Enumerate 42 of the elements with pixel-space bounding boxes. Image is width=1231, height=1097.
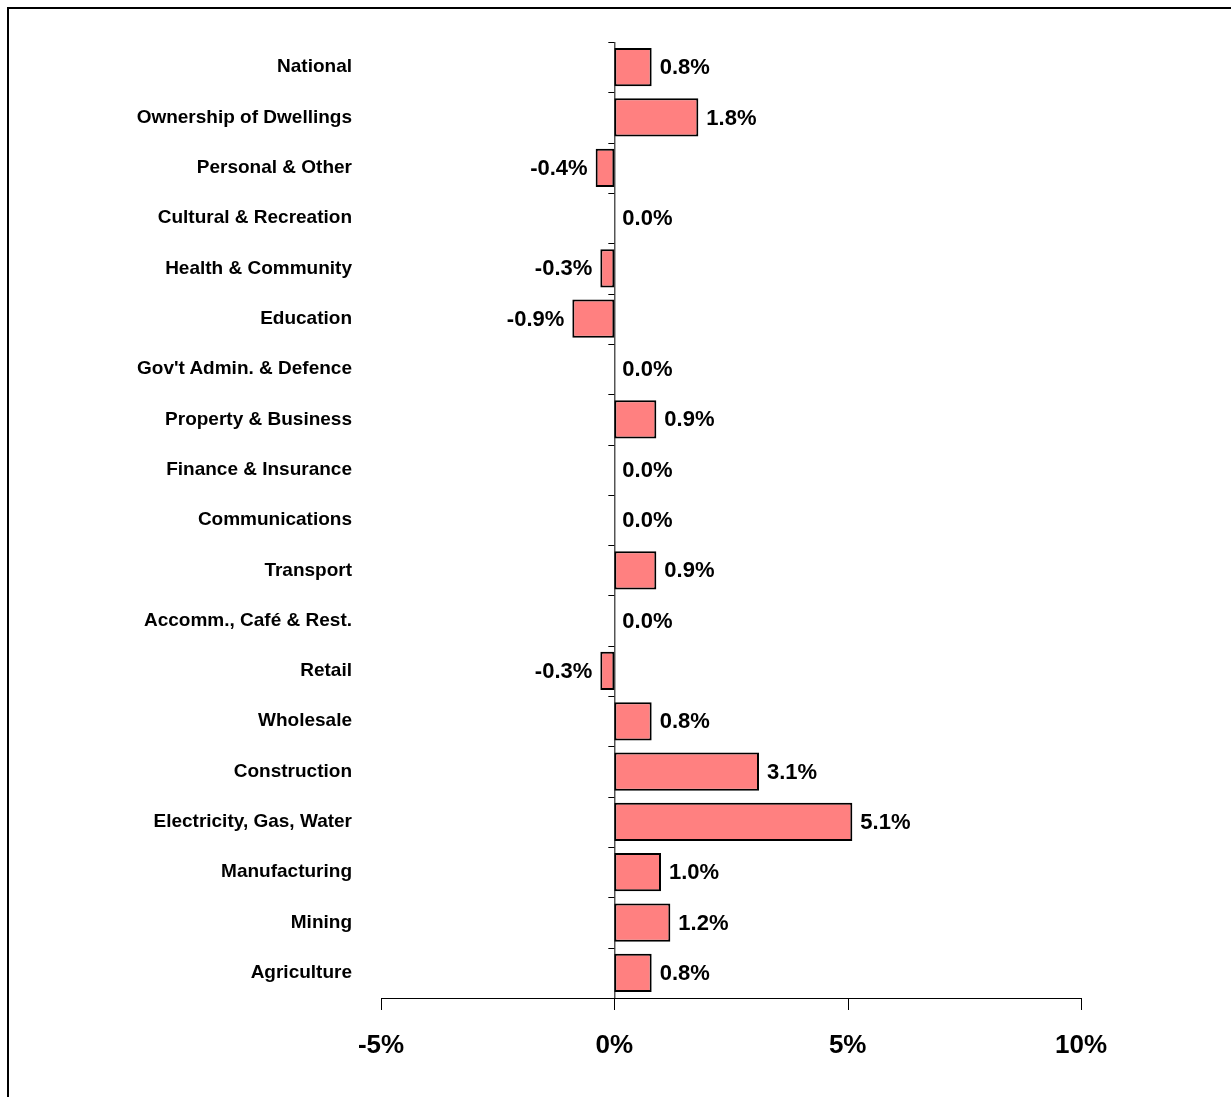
- x-tick-label: -5%: [357, 1028, 405, 1059]
- y-tick-label: Wholesale: [258, 709, 352, 731]
- data-label: 1.0%: [669, 859, 720, 885]
- y-tick-label: Electricity, Gas, Water: [153, 810, 353, 832]
- y-tick-label: Mining: [290, 910, 352, 932]
- data-label: -0.4%: [530, 154, 588, 180]
- data-label: 0.0%: [622, 607, 673, 633]
- x-tick-label: 5%: [828, 1028, 867, 1059]
- data-label: 0.0%: [622, 205, 673, 231]
- data-label: 0.0%: [622, 456, 673, 482]
- data-label: 3.1%: [767, 758, 818, 784]
- y-tick-label: Finance & Insurance: [166, 457, 352, 479]
- data-label: 0.8%: [659, 959, 710, 985]
- y-tick-label: Education: [260, 306, 352, 328]
- y-tick-label: Manufacturing: [221, 860, 352, 882]
- data-label: 0.0%: [622, 507, 673, 533]
- data-label: 0.9%: [664, 557, 715, 583]
- data-label: 1.8%: [706, 104, 757, 130]
- data-label: -0.3%: [534, 255, 593, 281]
- data-label: 0.8%: [659, 54, 710, 80]
- y-tick-label: Gov't Admin. & Defence: [137, 357, 352, 379]
- data-label: 0.8%: [659, 708, 710, 734]
- y-tick-label: Health & Community: [165, 256, 353, 278]
- data-label: 1.2%: [678, 909, 729, 935]
- y-tick-label: Property & Business: [165, 407, 352, 429]
- y-tick-label: Ownership of Dwellings: [136, 105, 352, 127]
- y-tick-label: Retail: [300, 659, 352, 681]
- data-label: 5.1%: [860, 808, 911, 834]
- y-tick-label: Agriculture: [250, 961, 352, 983]
- data-label: 0.9%: [664, 406, 715, 432]
- y-tick-label: Personal & Other: [196, 156, 353, 178]
- x-tick-label: 0%: [595, 1028, 634, 1059]
- y-tick-label: Cultural & Recreation: [157, 206, 352, 228]
- y-tick-label: Construction: [233, 759, 352, 781]
- y-tick-label: Transport: [264, 558, 353, 580]
- data-label: -0.9%: [506, 305, 565, 331]
- y-tick-label: National: [277, 55, 352, 77]
- x-tick-label: 10%: [1054, 1028, 1108, 1059]
- y-tick-label: Communications: [197, 508, 352, 530]
- data-label: -0.3%: [534, 658, 593, 684]
- y-tick-label: Accomm., Café & Rest.: [143, 608, 352, 630]
- data-label: 0.0%: [622, 356, 673, 382]
